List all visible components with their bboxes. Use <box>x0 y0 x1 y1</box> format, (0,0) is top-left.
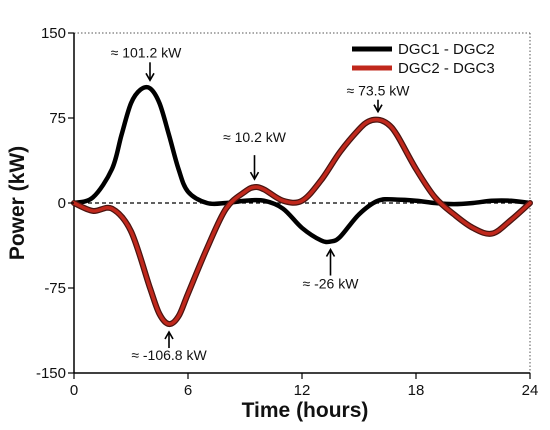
x-tick-label: 0 <box>70 382 78 399</box>
legend-label: DGC2 - DGC3 <box>398 60 495 77</box>
annotation-arrowhead <box>373 104 383 114</box>
annotation-label: ≈ -106.8 kW <box>131 347 207 363</box>
annotation-arrowhead <box>145 72 155 82</box>
y-tick-label: 150 <box>41 25 66 42</box>
annotation-label: ≈ -26 kW <box>303 276 360 292</box>
y-axis-title: Power (kW) <box>6 146 29 260</box>
y-axis-ticks: -150 -75 0 75 150 <box>36 25 74 382</box>
x-tick-label: 6 <box>184 382 192 399</box>
series-lines <box>71 84 533 328</box>
x-tick-label: 18 <box>408 382 425 399</box>
x-axis-ticks: 0 6 12 18 24 <box>70 373 539 399</box>
y-tick-label: 75 <box>49 110 66 127</box>
y-tick-label: -75 <box>44 280 66 297</box>
annotation-arrowhead <box>164 330 174 340</box>
annotation: ≈ 73.5 kW <box>347 83 411 114</box>
annotation: ≈ 10.2 kW <box>223 129 287 181</box>
annotation: ≈ -106.8 kW <box>131 330 207 363</box>
x-tick-label: 12 <box>294 382 311 399</box>
x-axis-title: Time (hours) <box>242 399 369 422</box>
legend-entry: DGC2 - DGC3 <box>352 60 495 77</box>
annotation-arrowhead <box>325 247 336 257</box>
legend-entry: DGC1 - DGC2 <box>352 41 495 58</box>
legend-label: DGC1 - DGC2 <box>398 41 495 58</box>
x-tick-label: 24 <box>522 382 539 399</box>
annotation-label: ≈ 101.2 kW <box>111 44 182 60</box>
y-tick-label: -150 <box>36 365 66 382</box>
annotation-label: ≈ 10.2 kW <box>223 129 287 145</box>
annotation-arrowhead <box>249 171 260 181</box>
series-line-dgc2-dgc3 <box>72 117 532 326</box>
legend: DGC1 - DGC2 DGC2 - DGC3 <box>352 41 495 77</box>
y-tick-label: 0 <box>58 195 66 212</box>
annotation: ≈ -26 kW <box>303 247 360 292</box>
annotation-label: ≈ 73.5 kW <box>347 83 411 99</box>
annotation: ≈ 101.2 kW <box>111 44 182 82</box>
annotations: ≈ 101.2 kW ≈ -106.8 kW ≈ 10.2 kW ≈ -26 kW ≈ … <box>111 44 411 363</box>
